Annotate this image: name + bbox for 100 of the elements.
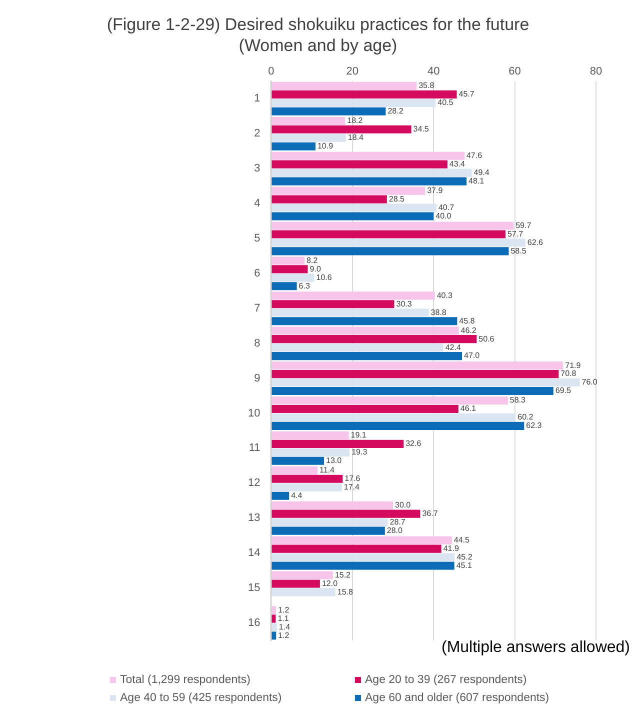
bar	[272, 526, 385, 535]
data-label: 46.2	[460, 326, 477, 335]
x-tick-label: 20	[346, 66, 359, 78]
annotation: (Multiple answers allowed)	[441, 639, 630, 657]
data-label: 50.6	[478, 334, 495, 344]
data-label: 42.4	[445, 342, 462, 352]
data-label: 47.0	[464, 351, 480, 360]
y-tick-label: 5	[254, 232, 260, 245]
data-label: 18.4	[348, 133, 364, 142]
bar	[272, 256, 305, 265]
data-label: 15.8	[337, 587, 354, 596]
data-label: 19.3	[352, 448, 368, 457]
y-tick-label: 16	[248, 616, 260, 629]
data-label: 28.7	[390, 518, 406, 527]
bar	[272, 362, 564, 370]
data-label: 43.4	[449, 160, 466, 169]
data-label: 59.7	[516, 220, 532, 230]
data-label: 70.8	[560, 369, 577, 378]
data-label: 36.7	[422, 509, 438, 518]
data-label: 58.3	[510, 396, 526, 405]
bar	[272, 212, 434, 220]
bar	[272, 606, 276, 614]
data-label: 28.5	[388, 194, 406, 204]
data-label: 76.0	[582, 378, 598, 387]
bar	[272, 274, 314, 282]
data-label: 45.2	[456, 552, 473, 562]
y-tick-label: 15	[248, 582, 260, 594]
bar	[272, 404, 458, 414]
data-label: 6.3	[298, 281, 310, 290]
data-label: 45.7	[458, 90, 475, 99]
data-label: 49.4	[474, 168, 490, 178]
data-label: 18.2	[347, 116, 364, 126]
data-label: 35.8	[418, 81, 435, 90]
y-tick-label: 12	[248, 477, 260, 490]
bar	[272, 230, 506, 238]
bar	[272, 456, 324, 465]
data-label: 44.5	[454, 536, 470, 545]
data-label: 28.0	[386, 526, 404, 535]
data-label: 40.3	[436, 290, 453, 300]
legend-label: Age 20 to 39 (267 respondents)	[365, 674, 527, 686]
bar	[272, 300, 394, 308]
x-tick-label: 0	[268, 66, 274, 78]
bar	[272, 116, 346, 125]
data-label: 10.9	[317, 142, 334, 151]
data-label: 11.4	[320, 466, 336, 475]
y-tick-label: 10	[248, 407, 260, 420]
bar	[272, 152, 464, 160]
bar	[272, 292, 435, 300]
bar	[272, 422, 524, 430]
data-label: 1.2	[278, 605, 290, 614]
data-label: 30.0	[395, 500, 412, 510]
legend-label: Age 40 to 59 (425 respondents)	[120, 692, 282, 704]
data-label: 9.0	[310, 264, 322, 274]
bar	[272, 142, 316, 150]
bar	[272, 378, 580, 387]
y-tick-label: 13	[248, 512, 260, 524]
y-tick-label: 6	[254, 267, 260, 280]
bar	[272, 518, 388, 526]
data-label: 41.9	[443, 544, 460, 553]
data-label: 45.1	[456, 560, 472, 570]
bar	[272, 204, 436, 212]
bar	[272, 588, 336, 596]
bar	[272, 222, 514, 230]
data-label: 8.2	[306, 256, 318, 265]
bar	[272, 125, 412, 134]
data-label: 71.9	[565, 360, 582, 370]
y-tick-label: 8	[254, 337, 260, 350]
bar	[272, 352, 462, 360]
bar	[272, 90, 457, 98]
data-label: 45.8	[459, 316, 476, 326]
bar	[272, 308, 429, 317]
bar	[272, 160, 448, 168]
legend-label: Age 60 and older (607 respondents)	[365, 692, 550, 704]
bar	[272, 544, 442, 553]
bar	[272, 448, 350, 456]
bar	[272, 501, 394, 510]
bar	[272, 386, 554, 396]
bar	[272, 177, 466, 186]
data-label: 19.1	[350, 430, 367, 440]
data-label: 1.2	[278, 630, 290, 640]
y-tick-label: 7	[254, 302, 260, 314]
data-label: 40.7	[438, 202, 455, 212]
data-label: 12.0	[322, 578, 338, 588]
data-label: 28.2	[388, 106, 404, 116]
bar	[272, 98, 436, 107]
data-label: 58.5	[510, 246, 527, 256]
x-tick-label: 40	[427, 66, 440, 78]
data-label: 57.7	[507, 229, 524, 238]
y-tick-label: 9	[254, 372, 260, 384]
data-label: 60.2	[518, 412, 534, 422]
bar	[272, 553, 455, 562]
y-tick-label: 4	[254, 198, 260, 210]
y-tick-label: 3	[254, 162, 260, 175]
data-label: 40.0	[436, 211, 452, 220]
bar	[272, 370, 559, 378]
bar	[272, 134, 346, 142]
data-label: 17.4	[344, 482, 360, 492]
bar	[272, 282, 297, 290]
data-label: 62.6	[527, 238, 544, 247]
bar	[272, 265, 308, 274]
